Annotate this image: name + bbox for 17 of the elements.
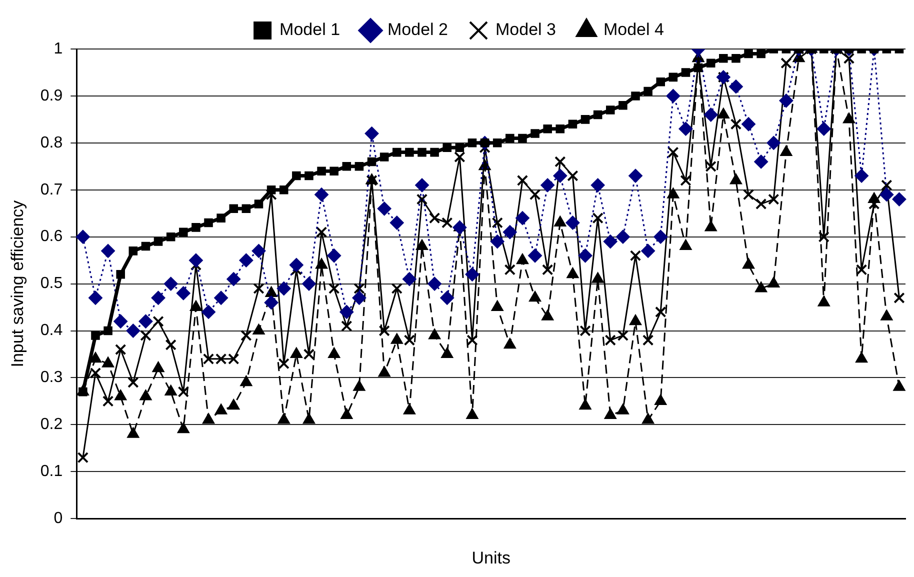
y-tick-label: 0.3 [40,369,63,386]
y-tick-label: 0.1 [40,463,63,480]
y-tick-label: 0.8 [40,134,63,152]
y-tick-label: 0.9 [40,87,63,104]
y-tick-label: 0.6 [40,228,63,246]
legend-label: Model 3 [496,20,556,40]
y-tick-label: 1 [54,40,63,58]
y-axis-title: Input saving efficiency [8,200,27,368]
legend-label: Model 1 [280,20,340,40]
y-tick-label: 0.4 [40,322,63,340]
y-tick-label: 0 [54,510,63,528]
y-tick-label: 0.7 [40,181,63,198]
legend-label: Model 2 [388,20,448,40]
x-axis-title: Units [472,548,510,568]
y-tick-label: 0.2 [40,416,63,434]
legend-label: Model 4 [603,20,664,40]
y-tick-label: 0.5 [40,275,63,292]
